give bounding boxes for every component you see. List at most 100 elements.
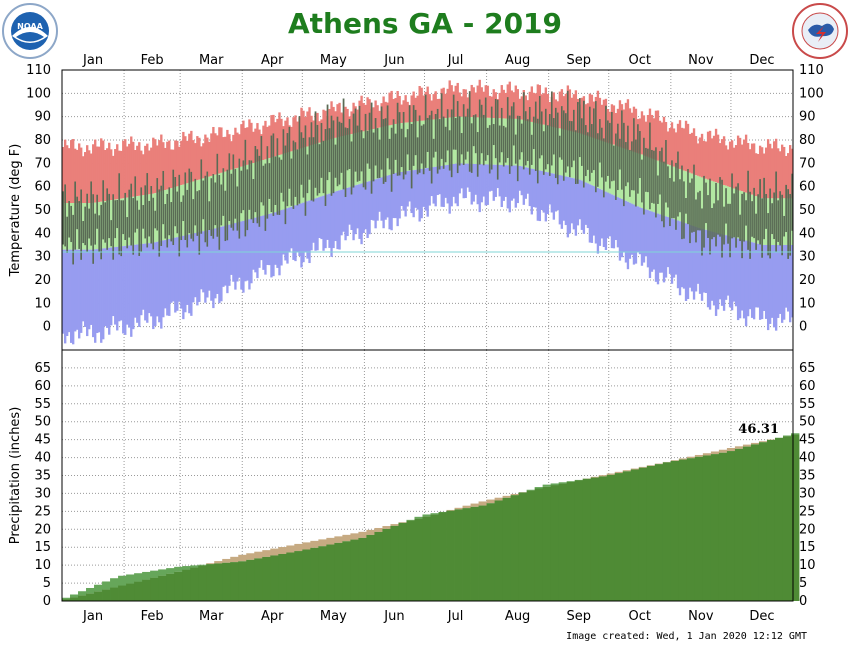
observed-temp-bar xyxy=(593,108,595,171)
observed-temp-bar xyxy=(558,135,561,158)
record-high-bar xyxy=(618,100,622,147)
record-low-bar xyxy=(242,220,245,293)
record-low-bar xyxy=(394,173,397,219)
temp-axis-label: Temperature (deg F) xyxy=(8,144,23,278)
record-low-bar xyxy=(748,241,752,310)
record-high-bar xyxy=(378,110,381,128)
normal-precip-bar xyxy=(678,458,688,460)
record-high-bar xyxy=(444,93,447,119)
record-low-bar xyxy=(540,170,544,210)
record-low-bar xyxy=(652,212,656,270)
record-low-bar xyxy=(158,241,161,323)
observed-temp-bar xyxy=(615,133,617,200)
month-label-bottom: Aug xyxy=(505,609,530,624)
record-high-bar xyxy=(262,125,265,160)
observed-temp-bar xyxy=(192,199,195,242)
month-label-top: Mar xyxy=(199,53,224,68)
precip-tick-label-left: 40 xyxy=(34,451,51,466)
observed-temp-bar xyxy=(581,118,583,166)
observed-temp-bar xyxy=(737,183,739,238)
record-low-bar xyxy=(506,165,509,209)
observed-temp-bar xyxy=(190,171,193,239)
observed-precip-bar xyxy=(486,503,495,601)
record-high-bar xyxy=(206,137,209,178)
record-high-bar xyxy=(770,148,774,199)
record-low-bar xyxy=(690,225,694,292)
observed-precip-bar xyxy=(94,591,103,601)
record-low-bar xyxy=(346,187,349,237)
observed-temp-bar xyxy=(538,96,541,159)
observed-temp-bar xyxy=(248,160,251,210)
observed-precip-above-normal-bar xyxy=(790,433,800,435)
observed-temp-bar xyxy=(224,190,227,242)
record-high-bar xyxy=(274,122,277,157)
temp-tick-label-right: 10 xyxy=(799,296,816,311)
observed-temp-bar xyxy=(254,146,257,213)
normal-precip-bar xyxy=(638,466,648,468)
record-low-bar xyxy=(284,208,287,261)
observed-temp-bar xyxy=(687,169,689,225)
observed-temp-bar xyxy=(332,120,335,194)
observed-temp-bar xyxy=(454,118,457,150)
record-low-bar xyxy=(514,165,517,208)
record-high-bar xyxy=(236,132,239,168)
normal-precip-bar xyxy=(270,548,279,556)
record-low-bar xyxy=(454,163,457,204)
observed-temp-bar xyxy=(324,129,327,206)
precip-tick-label-left: 5 xyxy=(43,576,51,591)
record-low-bar xyxy=(698,228,702,294)
normal-precip-bar xyxy=(310,540,319,548)
record-low-bar xyxy=(510,165,513,201)
observed-precip-bar xyxy=(150,577,159,601)
observed-precip-bar xyxy=(350,539,359,601)
record-low-bar xyxy=(676,220,680,289)
observed-temp-bar xyxy=(562,110,565,181)
record-high-bar xyxy=(250,122,253,164)
record-high-bar xyxy=(62,147,65,203)
observed-temp-bar xyxy=(572,109,575,161)
observed-precip-above-normal-bar xyxy=(550,483,560,486)
record-high-bar xyxy=(704,141,708,179)
observed-precip-bar xyxy=(406,520,415,601)
record-high-bar xyxy=(374,100,377,129)
normal-precip-bar xyxy=(206,563,215,565)
precip-total-label: 46.31 xyxy=(738,422,779,437)
record-low-bar xyxy=(582,181,586,234)
observed-temp-bar xyxy=(589,106,591,182)
record-high-bar xyxy=(544,87,548,126)
observed-precip-bar xyxy=(694,456,704,601)
record-high-bar xyxy=(290,126,293,152)
observed-temp-bar xyxy=(302,137,305,198)
normal-precip-bar xyxy=(302,542,311,550)
record-high-bar xyxy=(514,85,517,119)
record-low-bar xyxy=(106,247,109,328)
record-low-bar xyxy=(92,249,95,338)
observed-precip-bar xyxy=(790,434,800,601)
record-high-bar xyxy=(658,120,662,162)
record-high-bar xyxy=(772,141,776,199)
observed-temp-bar xyxy=(104,202,107,243)
observed-temp-bar xyxy=(621,110,623,190)
record-high-bar xyxy=(786,153,790,199)
record-high-bar xyxy=(114,149,117,200)
record-high-bar xyxy=(706,131,710,180)
record-low-bar xyxy=(64,249,67,344)
observed-temp-bar xyxy=(294,142,297,197)
observed-temp-bar xyxy=(402,111,405,180)
observed-temp-bar xyxy=(118,173,121,255)
record-low-bar xyxy=(632,204,636,265)
observed-precip-bar xyxy=(334,542,343,601)
precip-tick-label-left: 65 xyxy=(34,361,51,376)
record-high-bar xyxy=(252,131,255,164)
record-low-bar xyxy=(400,171,403,207)
observed-temp-bar xyxy=(340,122,343,173)
observed-temp-bar xyxy=(352,113,355,188)
record-high-bar xyxy=(124,139,127,199)
observed-temp-bar xyxy=(346,128,349,171)
observed-precip-above-normal-bar xyxy=(198,564,207,566)
record-high-bar xyxy=(568,89,572,131)
observed-temp-bar xyxy=(148,200,151,237)
record-high-bar xyxy=(308,107,311,146)
observed-temp-bar xyxy=(568,120,571,178)
observed-temp-bar xyxy=(236,186,239,231)
